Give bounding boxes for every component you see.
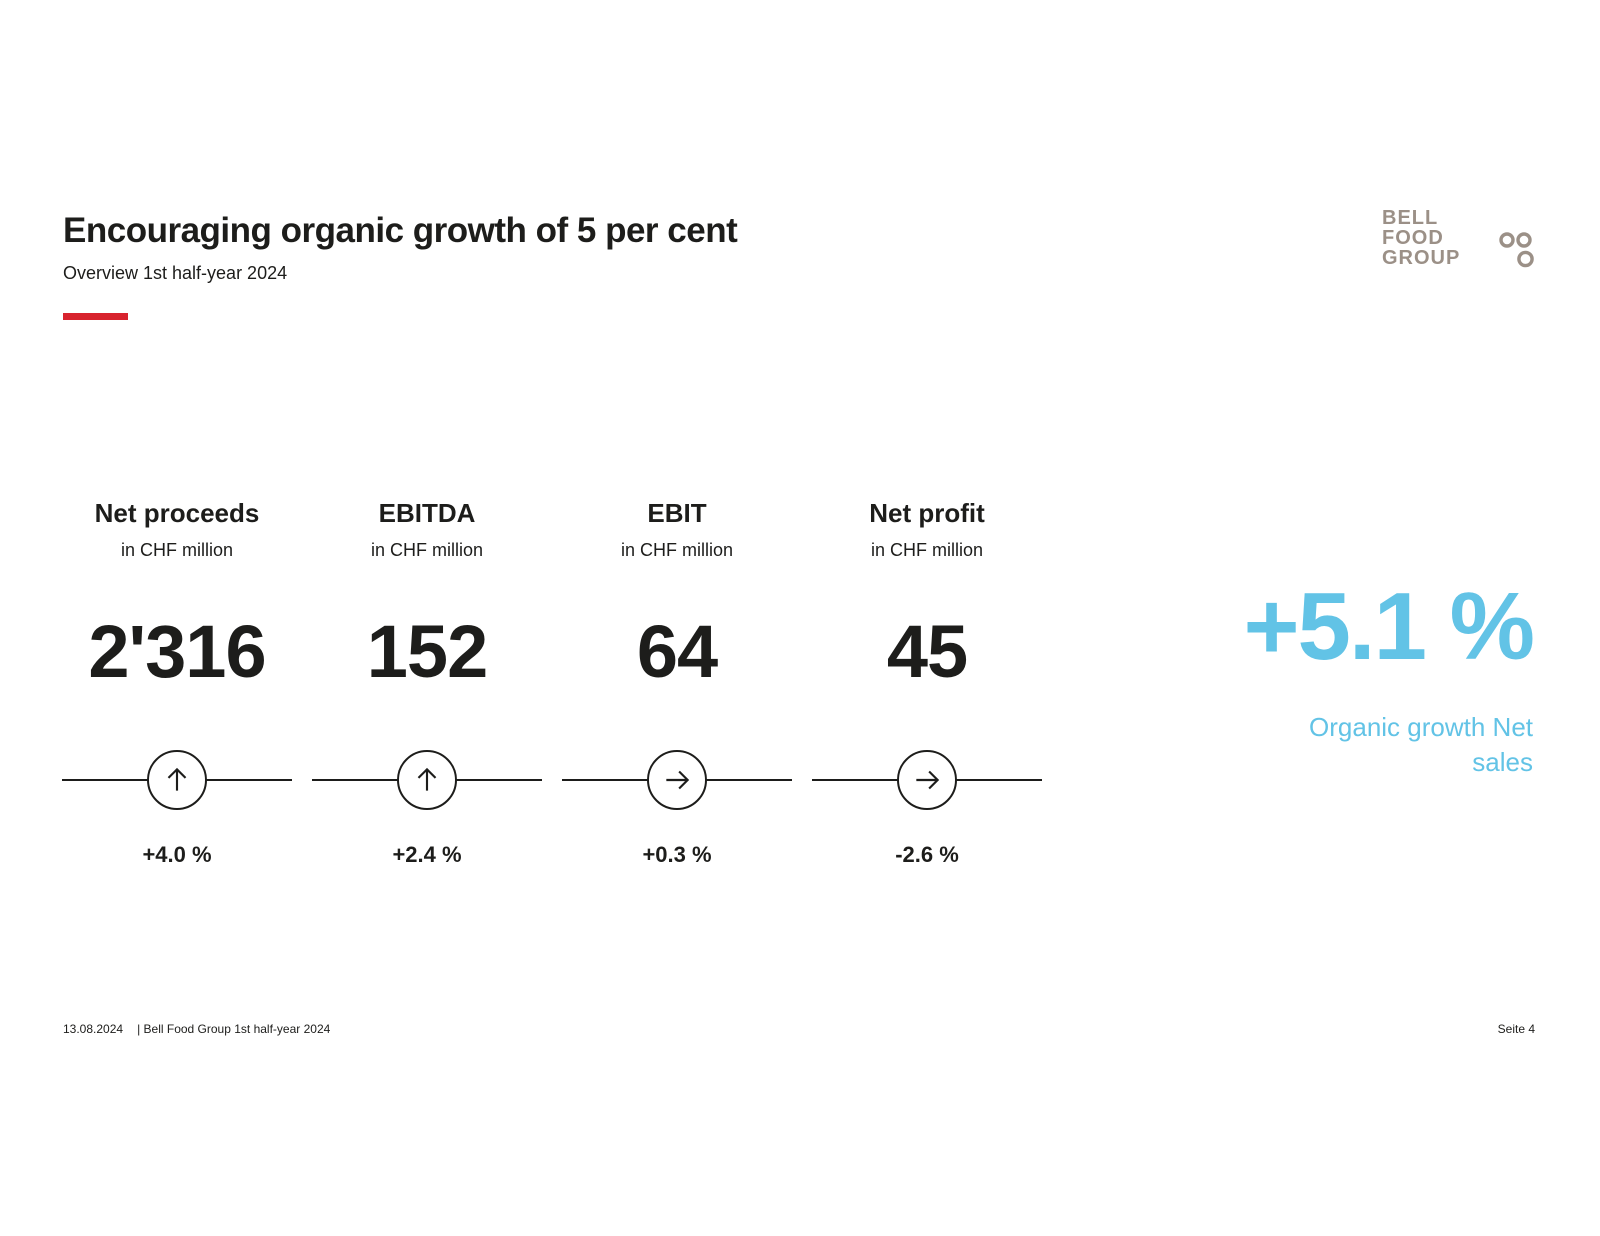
logo-line: BELL xyxy=(1382,207,1439,229)
kpi-net-profit: Net profit in CHF million 45 -2.6 % xyxy=(802,498,1052,867)
kpi-label: Net proceeds xyxy=(94,498,260,528)
kpi-value: 45 xyxy=(886,610,968,693)
kpi-value: 2'316 xyxy=(88,610,266,693)
logo-line: FOOD xyxy=(1382,227,1444,249)
kpi-change: +4.0 % xyxy=(142,842,212,867)
logo-line: GROUP xyxy=(1382,247,1461,269)
kpi-ebit: EBIT in CHF million 64 +0.3 % xyxy=(552,498,802,867)
kpi-change: +2.4 % xyxy=(392,842,462,867)
logo-circles-icon xyxy=(1499,232,1534,268)
trend-indicator xyxy=(812,750,1042,810)
page-title: Encouraging organic growth of 5 per cent xyxy=(63,211,738,250)
page-number: Seite 4 xyxy=(1497,1022,1535,1036)
trend-up-icon xyxy=(397,750,457,810)
highlight-caption-line: Organic growth Net xyxy=(1309,712,1533,742)
kpi-ebitda: EBITDA in CHF million 152 +2.4 % xyxy=(302,498,552,867)
footer-source: | Bell Food Group 1st half-year 2024 xyxy=(137,1022,331,1036)
kpi-value: 64 xyxy=(636,610,718,693)
trend-flat-icon xyxy=(647,750,707,810)
kpi-unit: in CHF million xyxy=(870,540,984,560)
kpi-change: +0.3 % xyxy=(642,842,712,867)
kpi-label: EBITDA xyxy=(378,498,476,528)
organic-growth-highlight: +5.1 % Organic growth Net sales xyxy=(1243,573,1535,780)
kpi-change: -2.6 % xyxy=(895,842,959,867)
page-subtitle: Overview 1st half-year 2024 xyxy=(63,263,288,283)
kpi-unit: in CHF million xyxy=(620,540,734,560)
trend-indicator xyxy=(62,750,292,810)
accent-bar xyxy=(63,313,128,320)
trend-flat-icon xyxy=(897,750,957,810)
kpi-value: 152 xyxy=(366,610,488,693)
highlight-caption-line: sales xyxy=(1472,747,1533,777)
highlight-caption: Organic growth Net sales xyxy=(1243,710,1533,780)
footer-left: 13.08.2024 | Bell Food Group 1st half-yea… xyxy=(63,1022,330,1037)
kpi-label: Net profit xyxy=(869,498,985,528)
trend-indicator xyxy=(562,750,792,810)
header: Encouraging organic growth of 5 per cent… xyxy=(63,210,738,320)
kpi-unit: in CHF million xyxy=(370,540,484,560)
trend-up-icon xyxy=(147,750,207,810)
kpi-row: Net proceeds in CHF million 2'316 +4.0 %… xyxy=(52,498,1052,867)
kpi-net-proceeds: Net proceeds in CHF million 2'316 +4.0 % xyxy=(52,498,302,867)
brand-logo-text: BELL FOOD GROUP xyxy=(1382,208,1460,268)
trend-indicator xyxy=(312,750,542,810)
kpi-label: EBIT xyxy=(647,498,707,528)
kpi-unit: in CHF million xyxy=(120,540,234,560)
footer-date: 13.08.2024 xyxy=(63,1022,124,1036)
footer: 13.08.2024 | Bell Food Group 1st half-yea… xyxy=(63,1022,1535,1037)
highlight-value: +5.1 % xyxy=(1243,573,1535,680)
